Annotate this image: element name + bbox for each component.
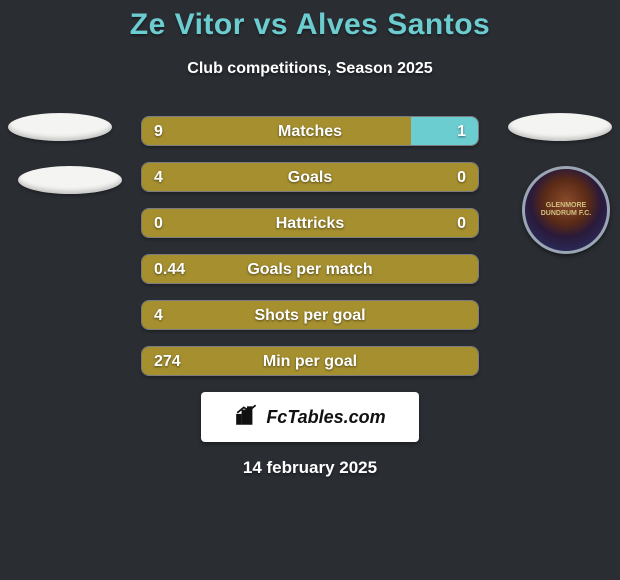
stat-row: 0.44Goals per match <box>0 254 620 284</box>
stat-value-left: 4 <box>154 301 163 330</box>
stat-bar: 274Min per goal <box>141 346 479 376</box>
stat-bar: 0.44Goals per match <box>141 254 479 284</box>
stat-value-right: 0 <box>457 163 466 192</box>
bar-fill <box>142 255 478 283</box>
stat-row: 40Goals <box>0 162 620 192</box>
brand-badge[interactable]: FcTables.com <box>201 392 419 442</box>
stats-area: GLENMORE DUNDRUM F.C. 91Matches40Goals00… <box>0 116 620 376</box>
stat-value-left: 9 <box>154 117 163 146</box>
stat-value-left: 0.44 <box>154 255 185 284</box>
stat-value-left: 4 <box>154 163 163 192</box>
subtitle: Club competitions, Season 2025 <box>0 60 620 78</box>
bar-fill <box>142 301 478 329</box>
brand-text: FcTables.com <box>266 407 385 428</box>
date-label: 14 february 2025 <box>0 458 620 478</box>
stat-value-left: 0 <box>154 209 163 238</box>
stat-bar: 91Matches <box>141 116 479 146</box>
bar-left-fill <box>142 163 478 191</box>
stat-bar: 40Goals <box>141 162 479 192</box>
stat-row: 274Min per goal <box>0 346 620 376</box>
bar-fill <box>142 209 478 237</box>
brand-icon <box>234 402 260 433</box>
stat-bar: 00Hattricks <box>141 208 479 238</box>
stat-row: 4Shots per goal <box>0 300 620 330</box>
page-title: Ze Vitor vs Alves Santos <box>0 8 620 42</box>
stat-value-right: 0 <box>457 209 466 238</box>
stat-bar: 4Shots per goal <box>141 300 479 330</box>
bar-left-fill <box>142 117 411 145</box>
bar-fill <box>142 347 478 375</box>
stat-value-left: 274 <box>154 347 181 376</box>
stat-row: 91Matches <box>0 116 620 146</box>
stat-value-right: 1 <box>457 117 466 146</box>
stat-row: 00Hattricks <box>0 208 620 238</box>
bar-right-fill <box>411 117 478 145</box>
